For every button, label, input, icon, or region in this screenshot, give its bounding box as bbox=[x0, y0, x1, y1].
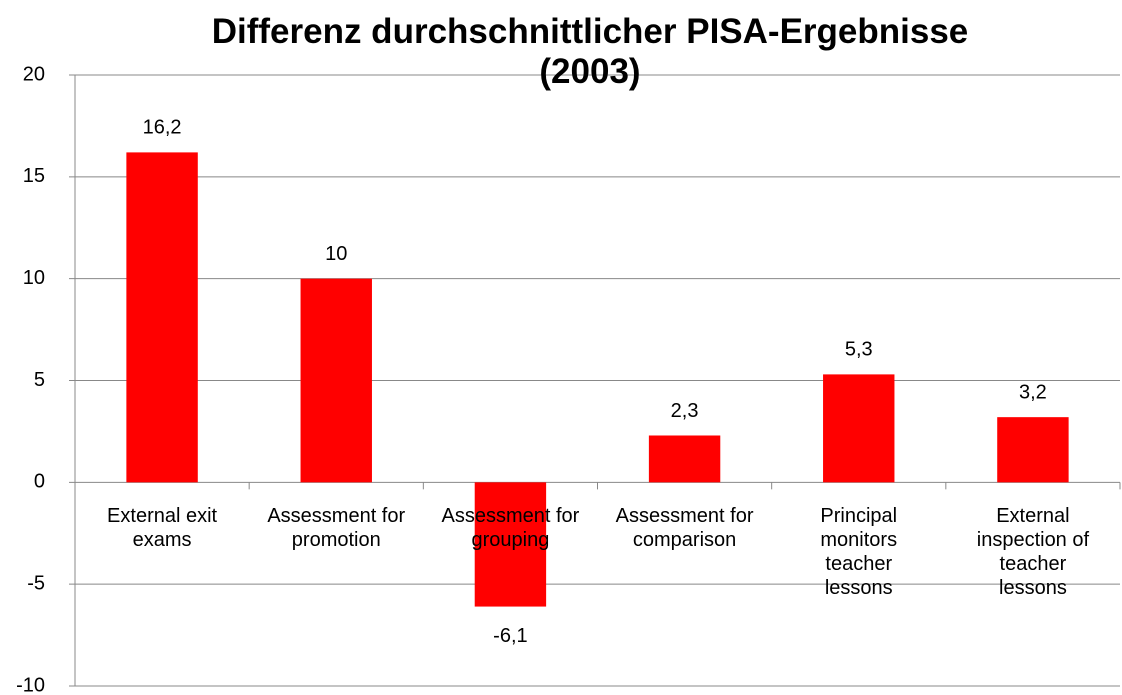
y-tick-label: 15 bbox=[23, 165, 45, 187]
x-tick-label: External inspection of teacher lessons bbox=[976, 505, 1090, 600]
y-tick-label: 0 bbox=[34, 471, 45, 493]
x-tick-label: Principal monitors teacher lessons bbox=[820, 505, 898, 600]
y-tick-label: 10 bbox=[23, 267, 45, 289]
bar bbox=[300, 278, 372, 483]
chart-title: Differenz durchschnittlicher PISA-Ergebn… bbox=[211, 12, 969, 91]
y-tick-label: 5 bbox=[34, 369, 45, 391]
x-tick-label: External exit exams bbox=[107, 505, 218, 552]
y-tick-label: -5 bbox=[27, 572, 45, 594]
bar bbox=[126, 152, 198, 483]
bar bbox=[474, 482, 547, 607]
y-tick-label: -10 bbox=[16, 674, 45, 695]
bar bbox=[648, 435, 721, 483]
data-label: 16,2 bbox=[143, 117, 182, 139]
x-tick-label: Assessment for comparison bbox=[615, 505, 754, 552]
x-tick-label: Assessment for grouping bbox=[441, 505, 580, 552]
bar bbox=[997, 417, 1069, 483]
x-tick-label: Assessment for promotion bbox=[267, 505, 406, 552]
bar bbox=[823, 374, 895, 483]
data-label: 2,3 bbox=[671, 400, 699, 422]
data-label: -6,1 bbox=[493, 625, 527, 647]
data-label: 3,2 bbox=[1019, 381, 1047, 403]
y-tick-label: 20 bbox=[23, 63, 45, 85]
data-label: 5,3 bbox=[845, 339, 873, 361]
data-label: 10 bbox=[325, 243, 347, 265]
